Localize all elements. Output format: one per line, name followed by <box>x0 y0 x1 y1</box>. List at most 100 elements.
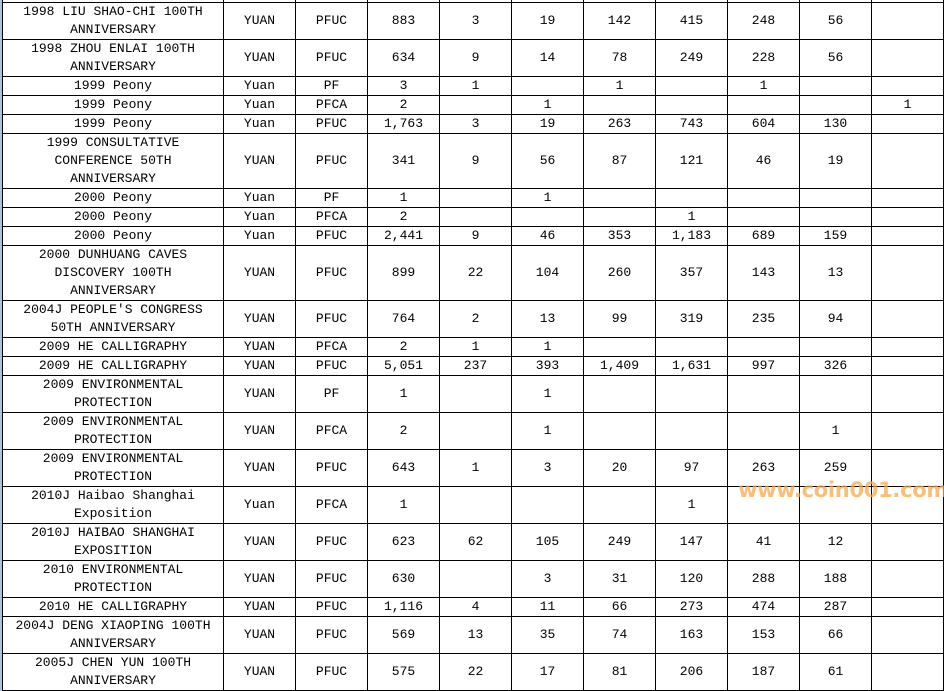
cell-grade-6[interactable]: 94 <box>799 300 872 338</box>
cell-name[interactable]: 2010 ENVIRONMENTAL PROTECTION <box>2 560 224 598</box>
cell-grade-3[interactable]: 66 <box>583 597 656 617</box>
cell-grade-5[interactable]: 474 <box>727 597 800 617</box>
cell-type[interactable]: PFUC <box>295 449 368 487</box>
cell-grade-1[interactable]: 13 <box>439 616 512 654</box>
cell-grade-3[interactable] <box>583 188 656 208</box>
cell-grade-2[interactable]: 3 <box>511 560 584 598</box>
cell-total[interactable]: 2 <box>367 207 440 227</box>
cell-grade-3[interactable]: 1,409 <box>583 356 656 376</box>
cell-unit[interactable]: YUAN <box>223 300 296 338</box>
cell-grade-2[interactable]: 14 <box>511 39 584 77</box>
cell-grade-1[interactable]: 1 <box>439 449 512 487</box>
cell-grade-1[interactable]: 9 <box>439 133 512 189</box>
cell-grade-5[interactable]: 41 <box>727 523 800 561</box>
cell-unit[interactable]: YUAN <box>223 2 296 40</box>
cell-type[interactable]: PFCA <box>295 337 368 357</box>
cell-grade-1[interactable]: 1 <box>439 76 512 96</box>
cell-grade-4[interactable]: 273 <box>655 597 728 617</box>
cell-grade-1[interactable]: 4 <box>439 597 512 617</box>
cell-name[interactable]: 2009 HE CALLIGRAPHY <box>2 337 224 357</box>
cell-total[interactable]: 1,763 <box>367 114 440 134</box>
cell-unit[interactable]: YUAN <box>223 133 296 189</box>
cell-grade-3[interactable] <box>583 486 656 524</box>
cell-grade-5[interactable]: 689 <box>727 226 800 246</box>
cell-total[interactable]: 764 <box>367 300 440 338</box>
cell-grade-3[interactable]: 78 <box>583 39 656 77</box>
cell-grade-4[interactable]: 1 <box>655 207 728 227</box>
cell-grade-7[interactable] <box>871 597 944 617</box>
cell-grade-6[interactable]: 13 <box>799 245 872 301</box>
cell-grade-1[interactable]: 9 <box>439 226 512 246</box>
cell-grade-7[interactable] <box>871 523 944 561</box>
cell-type[interactable]: PFCA <box>295 412 368 450</box>
cell-total[interactable]: 1 <box>367 188 440 208</box>
cell-unit[interactable]: Yuan <box>223 76 296 96</box>
cell-grade-4[interactable]: 357 <box>655 245 728 301</box>
cell-grade-7[interactable] <box>871 133 944 189</box>
cell-grade-2[interactable]: 11 <box>511 597 584 617</box>
cell-grade-3[interactable]: 260 <box>583 245 656 301</box>
cell-grade-3[interactable]: 1 <box>583 76 656 96</box>
cell-grade-2[interactable]: 56 <box>511 133 584 189</box>
cell-type[interactable]: PF <box>295 188 368 208</box>
cell-unit[interactable]: Yuan <box>223 486 296 524</box>
cell-name[interactable]: 1998 ZHOU ENLAI 100TH ANNIVERSARY <box>2 39 224 77</box>
cell-total[interactable]: 1,116 <box>367 597 440 617</box>
cell-grade-7[interactable] <box>871 2 944 40</box>
cell-grade-2[interactable]: 1 <box>511 95 584 115</box>
cell-grade-6[interactable] <box>799 207 872 227</box>
cell-grade-4[interactable]: 163 <box>655 616 728 654</box>
cell-unit[interactable]: YUAN <box>223 39 296 77</box>
cell-total[interactable]: 643 <box>367 449 440 487</box>
cell-unit[interactable]: YUAN <box>223 523 296 561</box>
cell-grade-2[interactable] <box>511 76 584 96</box>
cell-grade-7[interactable] <box>871 300 944 338</box>
cell-unit[interactable]: YUAN <box>223 245 296 301</box>
cell-name[interactable]: 1999 Peony <box>2 76 224 96</box>
cell-total[interactable]: 883 <box>367 2 440 40</box>
cell-unit[interactable]: Yuan <box>223 95 296 115</box>
cell-name[interactable]: 2010 HE CALLIGRAPHY <box>2 597 224 617</box>
cell-unit[interactable]: YUAN <box>223 597 296 617</box>
cell-type[interactable]: PFUC <box>295 560 368 598</box>
cell-grade-1[interactable]: 22 <box>439 245 512 301</box>
cell-unit[interactable]: Yuan <box>223 207 296 227</box>
cell-unit[interactable]: YUAN <box>223 560 296 598</box>
cell-total[interactable]: 634 <box>367 39 440 77</box>
cell-name[interactable]: 2004J DENG XIAOPING 100TH ANNIVERSARY <box>2 616 224 654</box>
cell-name[interactable]: 2004J PEOPLE'S CONGRESS 50TH ANNIVERSARY <box>2 300 224 338</box>
cell-grade-1[interactable] <box>439 486 512 524</box>
cell-name[interactable]: 1999 Peony <box>2 114 224 134</box>
cell-total[interactable]: 2 <box>367 95 440 115</box>
cell-grade-7[interactable] <box>871 245 944 301</box>
cell-total[interactable]: 1 <box>367 375 440 413</box>
cell-grade-5[interactable]: 153 <box>727 616 800 654</box>
cell-unit[interactable]: YUAN <box>223 337 296 357</box>
cell-grade-2[interactable]: 19 <box>511 2 584 40</box>
cell-grade-5[interactable]: 288 <box>727 560 800 598</box>
cell-grade-7[interactable] <box>871 560 944 598</box>
cell-grade-5[interactable] <box>727 207 800 227</box>
cell-type[interactable]: PFUC <box>295 2 368 40</box>
cell-grade-3[interactable] <box>583 337 656 357</box>
cell-grade-4[interactable] <box>655 76 728 96</box>
cell-grade-6[interactable] <box>799 486 872 524</box>
cell-grade-1[interactable]: 1 <box>439 337 512 357</box>
cell-grade-1[interactable] <box>439 95 512 115</box>
cell-grade-4[interactable] <box>655 337 728 357</box>
cell-grade-1[interactable]: 22 <box>439 653 512 691</box>
cell-grade-5[interactable] <box>727 95 800 115</box>
cell-name[interactable]: 2000 Peony <box>2 226 224 246</box>
cell-grade-7[interactable] <box>871 39 944 77</box>
cell-grade-7[interactable] <box>871 375 944 413</box>
cell-grade-4[interactable] <box>655 375 728 413</box>
cell-grade-3[interactable] <box>583 207 656 227</box>
cell-grade-2[interactable]: 46 <box>511 226 584 246</box>
cell-grade-3[interactable] <box>583 412 656 450</box>
cell-type[interactable]: PFUC <box>295 523 368 561</box>
cell-grade-2[interactable]: 13 <box>511 300 584 338</box>
cell-name[interactable]: 2009 ENVIRONMENTAL PROTECTION <box>2 375 224 413</box>
cell-grade-2[interactable]: 1 <box>511 337 584 357</box>
cell-grade-6[interactable]: 19 <box>799 133 872 189</box>
cell-name[interactable]: 2009 ENVIRONMENTAL PROTECTION <box>2 449 224 487</box>
